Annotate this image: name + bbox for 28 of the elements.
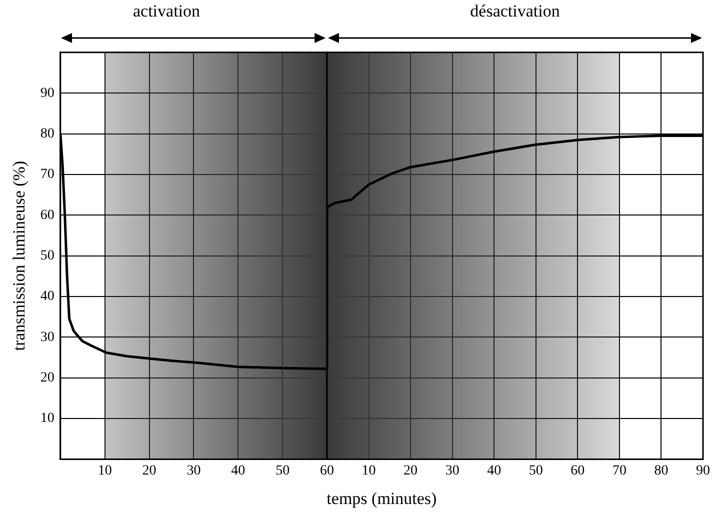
y-tick-label: 20 xyxy=(40,370,54,386)
y-tick-label: 80 xyxy=(40,126,54,142)
x-tick-label: 70 xyxy=(612,463,626,478)
x-tick-label: 30 xyxy=(186,463,201,478)
x-tick-label: 20 xyxy=(404,463,418,478)
y-tick-label: 10 xyxy=(40,411,54,426)
x-tick-label: 80 xyxy=(654,463,668,478)
x-tick-label: 50 xyxy=(276,463,290,478)
x-tick-label: 40 xyxy=(231,463,246,478)
x-tick-label: 20 xyxy=(142,463,156,478)
x-tick-label: 10 xyxy=(98,463,112,478)
y-tick-label: 40 xyxy=(40,289,54,304)
y-tick-label: 90 xyxy=(40,86,54,101)
x-tick-label: 60 xyxy=(570,463,585,478)
chart-title: désactivation xyxy=(470,2,560,21)
x-tick-label: 90 xyxy=(696,463,710,478)
y-tick-label: 70 xyxy=(40,167,54,182)
chart-title: activation xyxy=(132,2,201,21)
x-axis-title: temps (minutes) xyxy=(326,489,437,510)
x-tick-label: 50 xyxy=(528,463,543,478)
y-tick-label: 60 xyxy=(40,208,54,223)
x-tick-label: 30 xyxy=(445,463,460,478)
y-tick-label: 30 xyxy=(40,330,54,345)
y-tick-label: 50 xyxy=(40,248,54,264)
x-tick-label: 40 xyxy=(487,463,502,478)
x-tick-label: 10 xyxy=(362,463,376,478)
y-axis-title: transmission lumineuse (%) xyxy=(10,160,29,351)
x-tick-label: 60 xyxy=(320,463,334,478)
